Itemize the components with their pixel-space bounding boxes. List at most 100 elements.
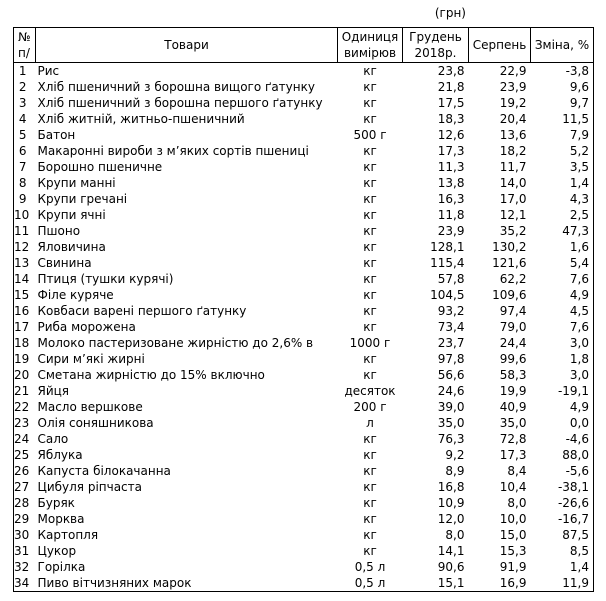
cell-item: Олія соняшникова [37,416,154,430]
cell-unit: кг [363,528,377,542]
cell-unit: кг [363,448,377,462]
cell-item: Сири м’які жирні [37,352,145,366]
cell-n: 31 [14,544,30,558]
cell-n: 23 [14,416,30,430]
cell-unit: кг [363,304,377,318]
cell-unit: кг [363,320,377,334]
cell-chg: 11,5 [562,112,589,126]
cell-chg: 87,5 [562,528,589,542]
cell-item: Риба морожена [37,320,136,334]
cell-aug: 19,9 [499,384,527,398]
table-row: 21 Яйця десяток 24,6 19,9 -19,1 [14,383,594,399]
cell-aug: 22,9 [499,64,527,78]
table-row: 30 Картопля кг 8,0 15,0 87,5 [14,527,594,543]
cell-item: Молоко пастеризоване жирністю до 2,6% в [37,336,314,350]
cell-dec: 23,9 [437,224,465,238]
cell-item: Яйця [37,384,70,398]
cell-item: Капуста білокачанна [37,464,171,478]
cell-chg: -16,7 [557,512,589,526]
cell-n: 18 [14,336,30,350]
cell-unit: кг [363,368,377,382]
cell-aug: 109,6 [492,288,527,302]
cell-chg: 1,4 [569,560,589,574]
cell-item: Борошно пшеничне [37,160,163,174]
cell-n: 29 [14,512,30,526]
cell-item: Свинина [37,256,92,270]
cell-n: 26 [14,464,30,478]
table-row: 8 Крупи манні кг 13,8 14,0 1,4 [14,175,594,191]
cell-aug: 40,9 [499,400,527,414]
header-unit: Одиниця вимірюв [337,27,403,63]
cell-chg: 3,5 [569,160,589,174]
cell-chg: 3,0 [569,336,589,350]
cell-item: Птиця (тушки курячі) [37,272,174,286]
table-row: 5 Батон 500 г 12,6 13,6 7,9 [14,127,594,143]
header-december-line2: 2018р. [414,46,457,60]
cell-unit: кг [363,112,377,126]
table-row: 13 Свинина кг 115,4 121,6 5,4 [14,255,594,271]
table-row: 18 Молоко пастеризоване жирністю до 2,6% … [14,335,594,351]
table-row: 31 Цукор кг 14,1 15,3 8,5 [14,543,594,559]
cell-n: 27 [14,480,30,494]
cell-aug: 97,4 [499,304,527,318]
cell-aug: 15,0 [499,528,527,542]
header-december: Грудень 2018р. [402,27,469,63]
cell-unit: кг [363,192,377,206]
cell-aug: 17,3 [499,448,527,462]
cell-chg: 4,9 [569,288,589,302]
cell-item: Яблука [37,448,83,462]
table-row: 24 Сало кг 76,3 72,8 -4,6 [14,431,594,447]
cell-chg: 5,4 [569,256,589,270]
cell-item: Картопля [37,528,99,542]
table-row: 4 Хліб житній, житньо-пшеничний кг 18,3 20,4… [14,111,594,127]
cell-chg: 11,9 [562,576,589,590]
cell-n: 3 [18,96,27,110]
cell-n: 19 [14,352,30,366]
cell-chg: 0,0 [569,416,589,430]
table-row: 20 Сметана жирністю до 15% включно кг 56,6 5… [14,367,594,383]
cell-aug: 58,3 [499,368,527,382]
table-row: 15 Філе куряче кг 104,5 109,6 4,9 [14,287,594,303]
cell-dec: 76,3 [437,432,465,446]
cell-chg: -38,1 [557,480,589,494]
table-row: 9 Крупи гречані кг 16,3 17,0 4,3 [14,191,594,207]
cell-item: Пиво вітчизняних марок [37,576,192,590]
cell-dec: 93,2 [437,304,465,318]
table-row: 6 Макаронні вироби з м’яких сортів пшениц… [14,143,594,159]
cell-item: Сало [37,432,69,446]
cell-aug: 15,3 [499,544,527,558]
cell-unit: л [366,416,374,430]
cell-aug: 62,2 [499,272,527,286]
cell-aug: 8,0 [507,496,527,510]
header-change: Зміна, % [530,27,594,63]
cell-unit: кг [363,480,377,494]
cell-item: Макаронні вироби з м’яких сортів пшениці [37,144,309,158]
cell-item: Горілка [37,560,86,574]
cell-n: 24 [14,432,30,446]
cell-dec: 104,5 [430,288,465,302]
cell-chg: 4,9 [569,400,589,414]
cell-aug: 23,9 [499,80,527,94]
cell-item: Масло вершкове [37,400,143,414]
cell-chg: 88,0 [562,448,589,462]
cell-item: Філе куряче [37,288,114,302]
cell-aug: 17,0 [499,192,527,206]
cell-unit: кг [363,208,377,222]
cell-aug: 99,6 [499,352,527,366]
cell-chg: 3,0 [569,368,589,382]
cell-aug: 8,4 [507,464,527,478]
cell-chg: 1,8 [569,352,589,366]
cell-unit: кг [363,256,377,270]
table-row: 2 Хліб пшеничний з борошна вищого ґатунку… [14,79,594,95]
cell-n: 25 [14,448,30,462]
table-row: 34 Пиво вітчизняних марок 0,5 л 15,1 16,9 11,… [14,575,594,592]
cell-unit: кг [363,160,377,174]
header-august: Серпень [468,27,531,63]
cell-dec: 8,9 [445,464,465,478]
cell-dec: 115,4 [430,256,465,270]
cell-aug: 18,2 [499,144,527,158]
cell-chg: 47,3 [562,224,589,238]
cell-dec: 14,1 [437,544,465,558]
cell-aug: 14,0 [499,176,527,190]
